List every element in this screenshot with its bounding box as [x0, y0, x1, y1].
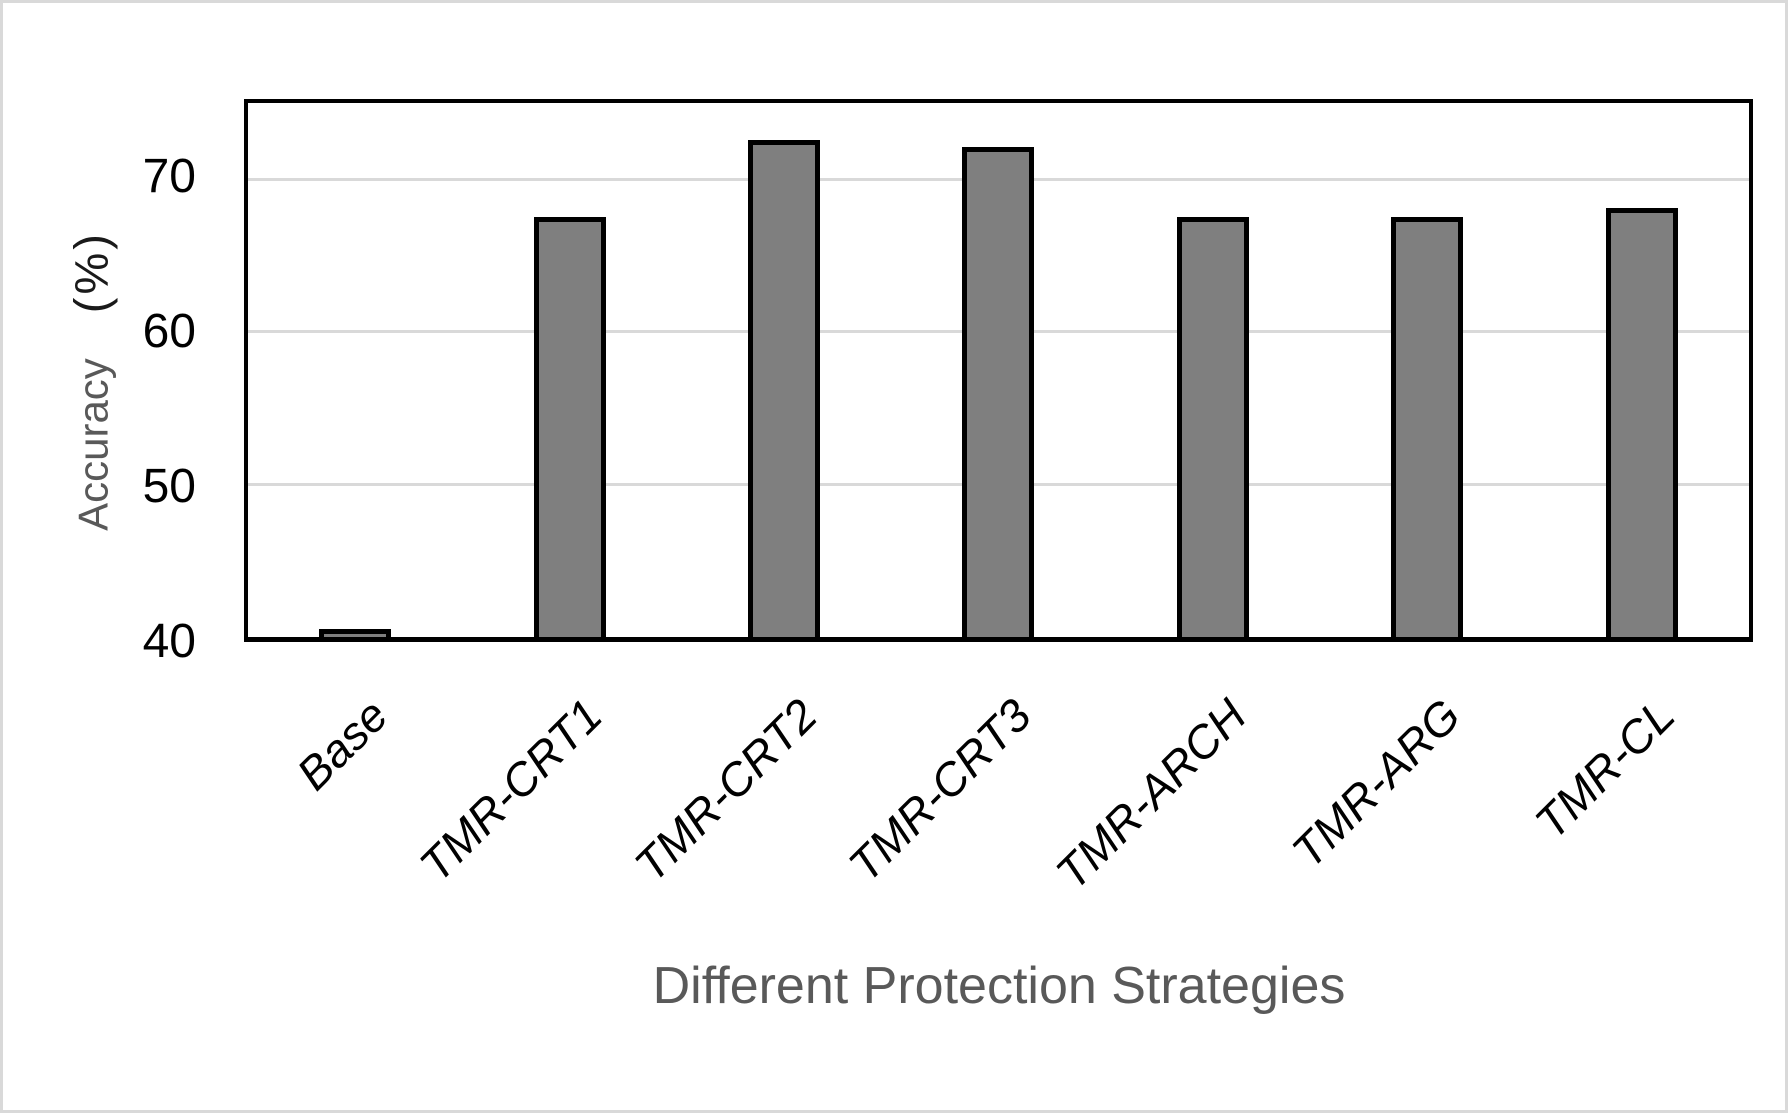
bar-TMR-ARCH [1176, 217, 1249, 637]
bar-TMR-ARG [1391, 217, 1464, 637]
bar-TMR-CL [1605, 208, 1678, 637]
bar-TMR-CRT3 [962, 147, 1035, 637]
plot-area [244, 99, 1753, 642]
bar-slot-TMR-ARG [1320, 103, 1534, 637]
bar-slot-TMR-ARCH [1106, 103, 1320, 637]
y-axis-tick-labels: 40 50 60 70 [3, 99, 196, 665]
bar-slot-TMR-CL [1535, 103, 1749, 637]
y-tick-label-40: 40 [142, 615, 196, 668]
y-tick-label-70: 70 [142, 149, 196, 203]
x-category-label-TMR-CRT3: TMR-CRT3 [838, 688, 1042, 892]
bar-slot-TMR-CRT3 [891, 103, 1105, 637]
x-axis-title: Different Protection Strategies [652, 957, 1346, 1015]
x-category-label-TMR-CRT1: TMR-CRT1 [409, 688, 613, 892]
x-category-label-TMR-ARCH: TMR-ARCH [1045, 688, 1256, 900]
bar-slot-TMR-CRT1 [462, 103, 676, 637]
bar-TMR-CRT1 [533, 217, 606, 637]
y-tick-label-50: 50 [142, 459, 196, 513]
bar-slot-Base [248, 103, 462, 637]
bar-series [248, 103, 1749, 637]
y-tick-label-60: 60 [142, 304, 196, 358]
x-category-label-TMR-CRT2: TMR-CRT2 [624, 688, 827, 892]
x-category-label-TMR-ARG: TMR-ARG [1281, 688, 1470, 878]
x-category-label-Base: Base [286, 688, 398, 800]
bar-Base [319, 629, 392, 637]
bar-TMR-CRT2 [748, 139, 821, 637]
x-axis-category-labels: Base TMR-CRT1 TMR-CRT2 TMR-CRT3 TMR-ARCH TMR-… [248, 651, 1749, 899]
bar-slot-TMR-CRT2 [677, 103, 891, 637]
x-category-label-TMR-CL: TMR-CL [1524, 688, 1685, 849]
